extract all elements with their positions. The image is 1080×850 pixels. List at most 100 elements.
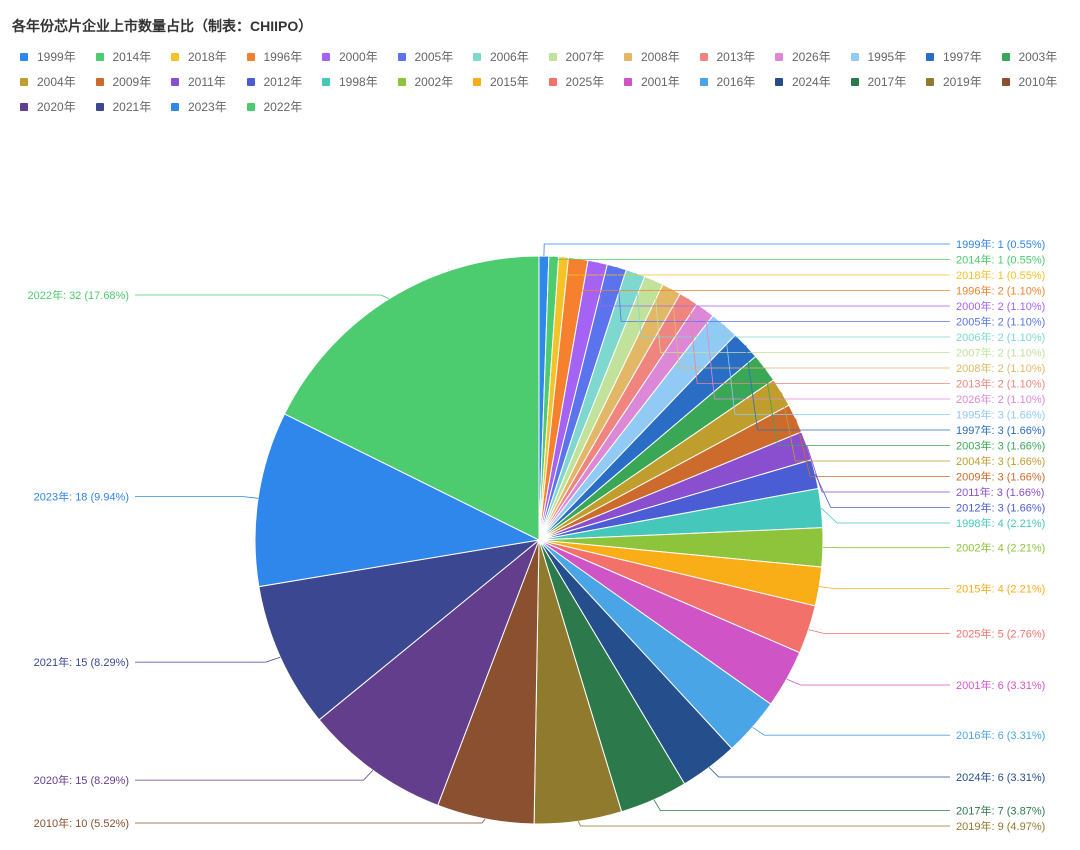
leader-line (814, 473, 950, 508)
legend-swatch (171, 103, 179, 111)
leader-line (635, 272, 950, 338)
legend-item[interactable]: 2003年 (992, 50, 1068, 64)
legend-swatch (397, 78, 406, 86)
legend-swatch (850, 53, 859, 61)
leader-line (819, 586, 950, 589)
pie-slice[interactable] (318, 538, 541, 806)
legend-item[interactable]: 2020年 (10, 100, 86, 114)
slice-label: 1995年: 3 (1.66%) (956, 408, 1045, 422)
legend-item[interactable]: 2016年 (690, 75, 766, 89)
legend-item[interactable]: 1995年 (841, 50, 917, 64)
legend-label: 2004年 (37, 75, 76, 89)
legend-item[interactable]: 2021年 (86, 100, 162, 114)
legend-item[interactable]: 2024年 (765, 75, 841, 89)
leader-line (563, 257, 950, 276)
leader-line (135, 770, 374, 781)
legend-label: 2002年 (414, 75, 454, 89)
leader-line (745, 345, 950, 431)
slice-label: 2004年: 3 (1.66%) (956, 454, 1045, 468)
slice-label: 2010年: 10 (5.52%) (34, 816, 129, 830)
leader-line (724, 324, 950, 415)
legend-item[interactable]: 2014年 (86, 50, 162, 64)
leader-line (820, 507, 950, 524)
legend-label: 1996年 (263, 50, 303, 64)
legend-item[interactable]: 1996年 (237, 50, 313, 64)
pie-slice[interactable] (283, 255, 540, 541)
legend-swatch (624, 78, 632, 86)
slice-label: 2003年: 3 (1.66%) (956, 439, 1045, 453)
legend-swatch (624, 53, 632, 61)
legend-item[interactable]: 2009年 (86, 75, 162, 89)
legend-swatch (171, 78, 179, 86)
legend-item[interactable]: 2011年 (161, 75, 237, 89)
leader-line (616, 266, 950, 322)
legend-item[interactable]: 1999年 (10, 50, 86, 64)
legend-item[interactable]: 2004年 (10, 75, 86, 89)
legend-label: 2015年 (490, 75, 529, 89)
legend-label: 2020年 (37, 100, 76, 114)
legend-item[interactable]: 2006年 (463, 50, 539, 64)
legend-swatch (20, 78, 28, 86)
legend-label: 2000年 (339, 50, 378, 64)
legend-item[interactable]: 2023年 (161, 100, 237, 114)
legend-item[interactable]: 2008年 (614, 50, 690, 64)
legend-swatch (322, 78, 330, 86)
legend-swatch (850, 78, 859, 86)
legend-item[interactable]: 2005年 (388, 50, 464, 64)
legend-item[interactable]: 2007年 (539, 50, 615, 64)
legend-label: 2024年 (792, 75, 831, 89)
legend-label: 2019年 (943, 75, 982, 89)
slice-label: 2001年: 6 (3.31%) (956, 678, 1045, 692)
legend-item[interactable]: 2019年 (916, 75, 992, 89)
leader-line (653, 280, 950, 353)
slice-label: 2007年: 2 (1.10%) (956, 346, 1045, 360)
legend-item[interactable]: 2010年 (992, 75, 1068, 89)
legend-swatch (699, 53, 708, 61)
slice-label: 2014年: 1 (0.55%) (956, 253, 1045, 267)
legend-swatch (926, 78, 934, 86)
legend-swatch (473, 53, 481, 61)
leader-line (135, 656, 281, 663)
slice-label: 2015年: 4 (2.21%) (956, 582, 1045, 596)
slice-label: 1997年: 3 (1.66%) (956, 423, 1045, 437)
legend-label: 2016年 (716, 75, 756, 89)
legend-label: 2023年 (188, 100, 227, 114)
pie-slice[interactable] (254, 413, 541, 588)
legend-swatch (397, 53, 406, 61)
legend-item[interactable]: 2017年 (841, 75, 917, 89)
legend-item[interactable]: 2015年 (463, 75, 539, 89)
legend-swatch (1001, 53, 1010, 61)
leader-line (786, 678, 950, 686)
legend-swatch (322, 53, 330, 61)
legend-label: 1998年 (339, 75, 378, 89)
slice-label: 2021年: 15 (8.29%) (34, 655, 129, 669)
slice-label: 2024年: 6 (3.31%) (956, 770, 1045, 784)
legend-item[interactable]: 1997年 (916, 50, 992, 64)
legend-item[interactable]: 2018年 (161, 50, 237, 64)
legend-label: 2010年 (1018, 75, 1058, 89)
legend-item[interactable]: 2013年 (690, 50, 766, 64)
legend-item[interactable]: 1998年 (312, 75, 388, 89)
slice-label: 2022年: 32 (17.68%) (27, 288, 129, 302)
legend-item[interactable]: 2012年 (237, 75, 313, 89)
leader-line (135, 818, 486, 824)
legend-swatch (926, 53, 934, 61)
leader-line (135, 294, 390, 300)
slice-label: 2020年: 15 (8.29%) (34, 773, 129, 787)
legend-item[interactable]: 2025年 (539, 75, 615, 89)
slice-label: 2012年: 3 (1.66%) (956, 501, 1045, 515)
leader-line (653, 799, 950, 811)
legend-item[interactable]: 2001年 (614, 75, 690, 89)
legend-item[interactable]: 2002年 (388, 75, 464, 89)
leader-line (577, 258, 950, 291)
legend-label: 2005年 (414, 50, 454, 64)
legend-swatch (246, 53, 255, 61)
legend-item[interactable]: 2000年 (312, 50, 388, 64)
slice-label: 2013年: 2 (1.10%) (956, 377, 1045, 391)
legend-item[interactable]: 2022年 (237, 100, 313, 114)
pie-slice[interactable] (258, 539, 541, 721)
legend-item[interactable]: 2026年 (765, 50, 841, 64)
leader-line (764, 367, 950, 446)
legend-swatch (95, 53, 104, 61)
slice-label: 2006年: 2 (1.10%) (956, 330, 1045, 344)
